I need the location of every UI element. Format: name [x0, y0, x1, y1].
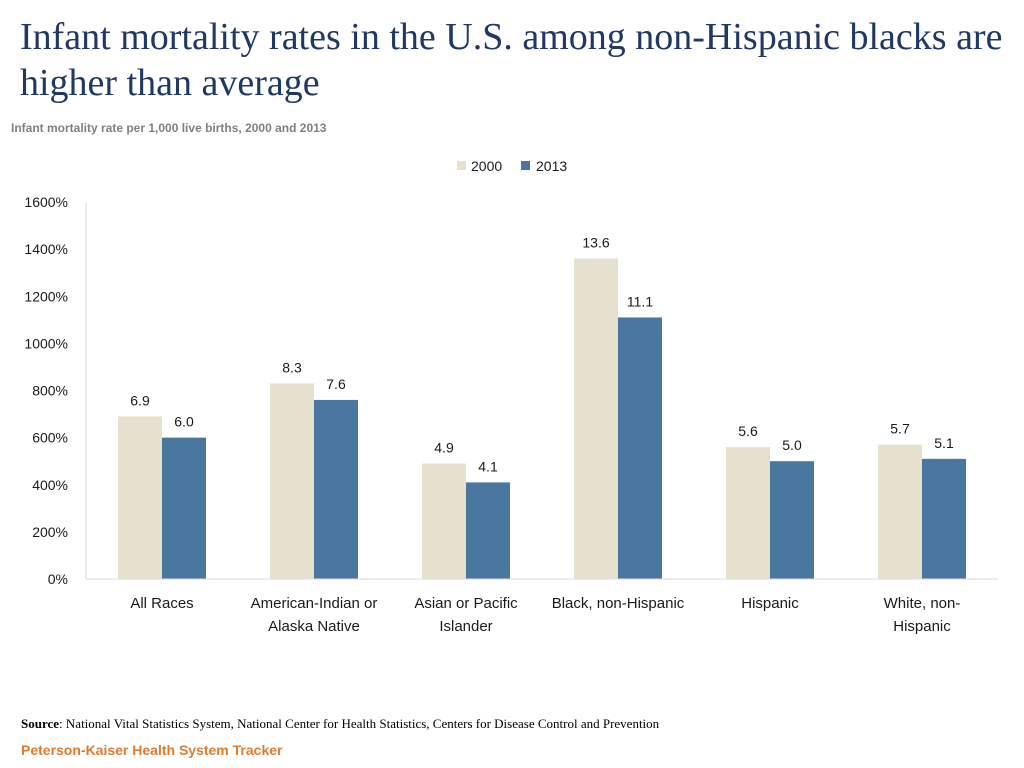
x-tick-label: American-Indian or — [251, 595, 378, 612]
legend-swatch-2000 — [457, 161, 466, 170]
x-tick-label: Alaska Native — [268, 618, 360, 635]
bar-value-label-2000: 13.6 — [582, 235, 609, 251]
y-axis: 0% 200% 400% 600% 800% 1000% 1200% 1400% 1600% — [24, 194, 87, 587]
bar-2000 — [878, 444, 922, 579]
y-tick-label: 1200% — [24, 288, 68, 304]
bar-value-label-2013: 11.1 — [627, 293, 653, 309]
page-title: Infant mortality rates in the U.S. among… — [20, 16, 1003, 104]
x-tick-label: All Races — [130, 595, 193, 612]
bar-chart: 2000 2013 0% 200% 400% 600% 800% 1000% 1200% 140… — [24, 158, 998, 635]
x-tick-label: White, non- — [884, 595, 961, 612]
bar-value-label-2013: 5.1 — [934, 435, 954, 451]
bar-2000 — [422, 463, 466, 579]
y-tick-label: 1600% — [24, 194, 68, 210]
legend-swatch-2013 — [521, 161, 530, 170]
bar-2000 — [574, 258, 618, 579]
y-tick-label: 600% — [32, 430, 68, 446]
x-tick-label: Islander — [439, 618, 492, 635]
x-tick-label: Black, non-Hispanic — [552, 595, 685, 612]
bar-2013 — [922, 458, 966, 579]
y-tick-label: 400% — [32, 477, 68, 493]
bar-2013 — [770, 461, 814, 579]
bar-2013 — [314, 399, 358, 579]
bar-2013 — [618, 317, 662, 579]
y-tick-label: 1000% — [24, 335, 68, 351]
bar-value-label-2000: 4.9 — [434, 440, 454, 456]
bar-value-label-2000: 5.7 — [890, 421, 910, 437]
bar-value-label-2013: 4.1 — [478, 458, 498, 474]
x-tick-label: Hispanic — [893, 618, 951, 635]
y-tick-label: 0% — [48, 571, 68, 587]
source-label: Source — [21, 716, 60, 731]
bar-2000 — [118, 416, 162, 579]
y-tick-label: 1400% — [24, 241, 68, 257]
bar-2000 — [270, 383, 314, 579]
x-tick-label: Asian or Pacific — [414, 595, 518, 612]
y-tick-label: 800% — [32, 383, 68, 399]
bar-value-label-2013: 5.0 — [782, 437, 802, 453]
legend-label-2000: 2000 — [471, 158, 502, 174]
bar-series: 6.9 6.0 8.3 7.6 4.9 4.1 13.6 11.1 5.6 5.0 5.7 5.1 — [118, 235, 966, 579]
brand-logo-text: Peterson-Kaiser Health System Tracker — [21, 742, 283, 758]
bar-value-label-2000: 8.3 — [282, 359, 302, 375]
chart-legend: 2000 2013 — [457, 158, 567, 174]
source-text: : National Vital Statistics System, Nati… — [59, 716, 660, 731]
chart-subtitle: Infant mortality rate per 1,000 live bir… — [11, 121, 327, 135]
bar-value-label-2013: 6.0 — [174, 414, 194, 430]
x-axis: All Races American-Indian or Alaska Native… — [86, 578, 998, 635]
bar-value-label-2000: 6.9 — [130, 392, 150, 408]
legend-label-2013: 2013 — [536, 158, 567, 174]
bar-2000 — [726, 447, 770, 579]
y-tick-label: 200% — [32, 524, 68, 540]
bar-2013 — [162, 437, 206, 579]
bar-2013 — [466, 482, 510, 579]
bar-value-label-2000: 5.6 — [738, 423, 758, 439]
bar-value-label-2013: 7.6 — [326, 376, 346, 392]
x-tick-label: Hispanic — [741, 595, 799, 612]
source-note: Source: National Vital Statistics System… — [21, 716, 659, 732]
